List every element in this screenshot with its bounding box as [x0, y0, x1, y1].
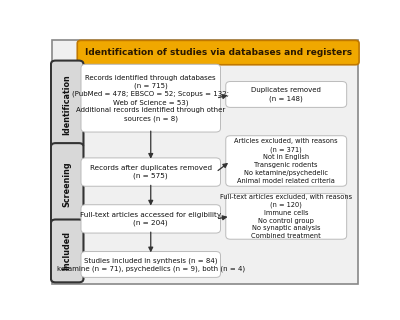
FancyBboxPatch shape — [226, 82, 347, 108]
FancyBboxPatch shape — [81, 205, 220, 233]
FancyBboxPatch shape — [51, 60, 84, 148]
Text: Identification: Identification — [63, 74, 72, 135]
Text: Studies included in synthesis (n = 84)
ketamine (n = 71), psychedelics (n = 9), : Studies included in synthesis (n = 84) k… — [57, 257, 245, 272]
FancyBboxPatch shape — [226, 194, 347, 239]
FancyBboxPatch shape — [81, 64, 220, 132]
FancyBboxPatch shape — [77, 40, 359, 65]
Text: Screening: Screening — [63, 161, 72, 207]
FancyBboxPatch shape — [226, 136, 347, 186]
FancyBboxPatch shape — [81, 252, 220, 277]
Text: Records after duplicates removed
(n = 575): Records after duplicates removed (n = 57… — [90, 165, 212, 179]
FancyBboxPatch shape — [81, 158, 220, 186]
FancyBboxPatch shape — [52, 40, 358, 284]
Text: Full-text articles accessed for eligibility
(n = 204): Full-text articles accessed for eligibil… — [80, 212, 221, 226]
FancyBboxPatch shape — [51, 143, 84, 224]
Text: Full-text articles excluded, with reasons
(n = 120)
Immune cells
No control grou: Full-text articles excluded, with reason… — [220, 194, 352, 239]
Text: Articles excluded, with reasons
(n = 371)
Not in English
Transgenic rodents
No k: Articles excluded, with reasons (n = 371… — [234, 138, 338, 184]
Text: Duplicates removed
(n = 148): Duplicates removed (n = 148) — [251, 87, 321, 101]
FancyBboxPatch shape — [51, 220, 84, 282]
Text: Records identified through databases
(n = 715)
(PubMed = 478; EBSCO = 52; Scopus: Records identified through databases (n … — [72, 75, 229, 122]
Text: Identification of studies via databases and registers: Identification of studies via databases … — [85, 48, 352, 57]
Text: Included: Included — [63, 231, 72, 270]
